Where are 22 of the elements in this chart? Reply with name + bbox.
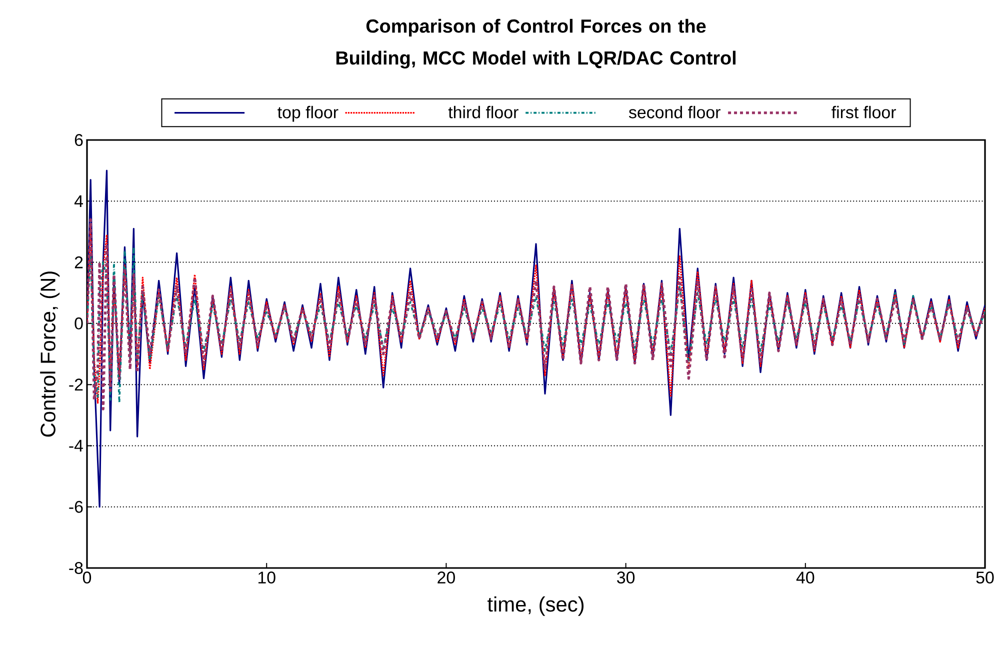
y-tick-label: 4	[74, 195, 83, 207]
y-tick-label: 2	[74, 256, 83, 268]
y-tick-label: -4	[69, 440, 83, 452]
legend-label: second floor	[628, 106, 720, 118]
x-tick-label: 20	[438, 572, 455, 584]
y-tick-label: 6	[74, 134, 83, 146]
chart-title: Comparison of Control Forces on the Building, MCC Model with LQR/DAC Control	[336, 18, 736, 69]
x-tick-label: 30	[617, 572, 635, 584]
x-tick-label: 0	[82, 572, 92, 584]
x-tick-label: 10	[258, 572, 276, 584]
y-tick-label: -6	[69, 500, 83, 513]
line-series	[87, 170, 986, 508]
legend-label: third floor	[448, 106, 518, 118]
y-tick-label: 0	[74, 317, 83, 330]
y-tick-label: -2	[69, 378, 83, 390]
x-axis-title: time, (sec)	[487, 596, 584, 616]
y-axis-title: Control Force, (N)	[40, 272, 60, 437]
x-tick-label: 50	[976, 572, 994, 584]
y-tick-label: -8	[69, 562, 83, 574]
x-tick-label: 40	[796, 572, 814, 584]
legend-label: top floor	[278, 106, 338, 122]
legend-label: first floor	[832, 106, 896, 118]
